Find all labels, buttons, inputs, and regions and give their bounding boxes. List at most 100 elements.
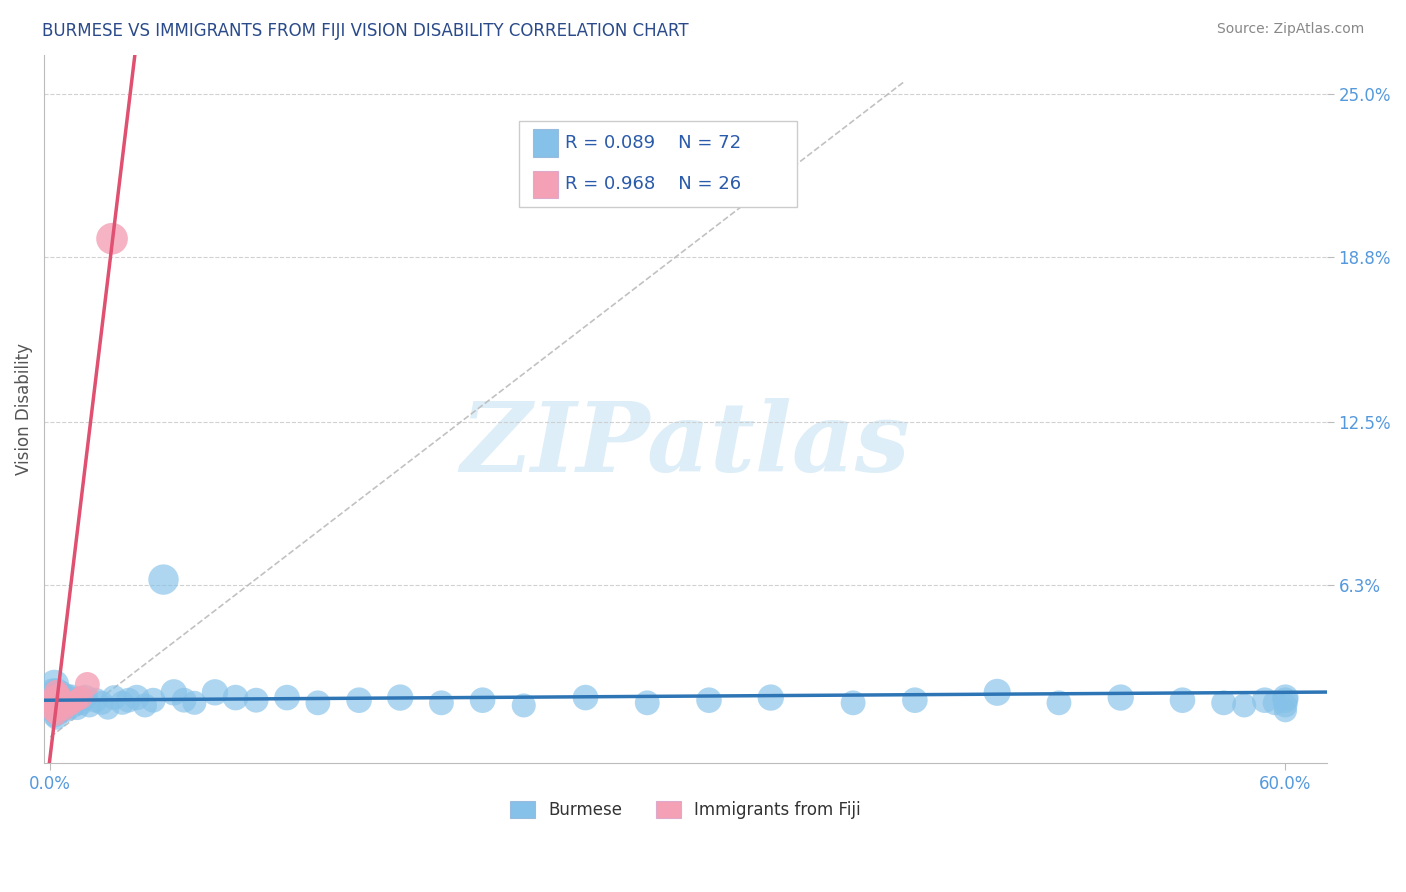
Y-axis label: Vision Disability: Vision Disability	[15, 343, 32, 475]
Point	[697, 693, 720, 707]
Point	[41, 704, 63, 718]
Point	[45, 701, 67, 715]
Point	[48, 690, 70, 705]
Point	[45, 701, 67, 715]
Text: R = 0.089    N = 72: R = 0.089 N = 72	[565, 134, 741, 153]
Point	[44, 690, 66, 705]
Point	[41, 696, 63, 710]
Point	[183, 696, 205, 710]
Point	[44, 709, 66, 723]
Point	[53, 693, 76, 707]
Point	[55, 701, 77, 715]
Point	[45, 693, 67, 707]
Point	[103, 690, 125, 705]
Point	[76, 677, 98, 691]
Point	[49, 690, 72, 705]
Point	[471, 693, 494, 707]
Point	[204, 685, 226, 699]
Point	[1274, 690, 1296, 705]
Point	[52, 690, 75, 705]
Point	[53, 696, 76, 710]
Point	[49, 704, 72, 718]
Point	[842, 696, 865, 710]
Point	[84, 693, 107, 707]
Point	[44, 698, 66, 713]
Point	[142, 693, 165, 707]
Point	[41, 696, 63, 710]
Point	[59, 690, 82, 705]
Point	[49, 698, 72, 713]
Point	[1047, 696, 1070, 710]
Point	[759, 690, 782, 705]
Point	[62, 698, 84, 713]
Point	[66, 693, 89, 707]
Point	[48, 698, 70, 713]
Point	[97, 701, 120, 715]
Point	[45, 685, 67, 699]
Point	[574, 690, 596, 705]
Point	[225, 690, 247, 705]
Point	[62, 696, 84, 710]
Point	[49, 688, 72, 702]
Point	[58, 696, 80, 710]
Point	[44, 706, 66, 721]
Text: BURMESE VS IMMIGRANTS FROM FIJI VISION DISABILITY CORRELATION CHART: BURMESE VS IMMIGRANTS FROM FIJI VISION D…	[42, 22, 689, 40]
Point	[55, 690, 77, 705]
Point	[52, 693, 75, 707]
Point	[1254, 693, 1277, 707]
Point	[347, 693, 370, 707]
Point	[79, 698, 101, 713]
Point	[1233, 698, 1256, 713]
Point	[70, 696, 93, 710]
Point	[90, 696, 112, 710]
Point	[636, 696, 658, 710]
Text: R = 0.968    N = 26: R = 0.968 N = 26	[565, 176, 741, 194]
Point	[66, 701, 89, 715]
Point	[245, 693, 267, 707]
Point	[48, 706, 70, 721]
Point	[173, 693, 195, 707]
Point	[63, 693, 86, 707]
Point	[75, 690, 97, 705]
Point	[58, 696, 80, 710]
Point	[276, 690, 298, 705]
Text: ZIPatlas: ZIPatlas	[461, 398, 910, 491]
Point	[111, 696, 134, 710]
Point	[513, 698, 536, 713]
Point	[125, 690, 148, 705]
Point	[904, 693, 927, 707]
Point	[41, 685, 63, 699]
Point	[44, 677, 66, 691]
Point	[45, 712, 67, 726]
Point	[389, 690, 412, 705]
Point	[52, 701, 75, 715]
Point	[1171, 693, 1194, 707]
Point	[1274, 704, 1296, 718]
Point	[986, 685, 1008, 699]
Point	[45, 693, 67, 707]
Point	[152, 573, 174, 587]
Point	[1274, 693, 1296, 707]
Point	[53, 704, 76, 718]
Point	[1212, 696, 1234, 710]
Point	[1274, 698, 1296, 713]
Point	[1264, 696, 1286, 710]
Point	[45, 685, 67, 699]
Point	[44, 690, 66, 705]
Point	[59, 698, 82, 713]
Point	[101, 232, 124, 246]
Point	[48, 704, 70, 718]
Point	[134, 698, 156, 713]
Point	[307, 696, 329, 710]
Point	[163, 685, 186, 699]
Point	[55, 698, 77, 713]
Point	[53, 704, 76, 718]
Point	[70, 690, 93, 705]
Point	[48, 696, 70, 710]
Point	[41, 704, 63, 718]
Point	[117, 693, 139, 707]
Point	[1109, 690, 1132, 705]
Point	[49, 696, 72, 710]
Point	[45, 709, 67, 723]
Point	[44, 698, 66, 713]
